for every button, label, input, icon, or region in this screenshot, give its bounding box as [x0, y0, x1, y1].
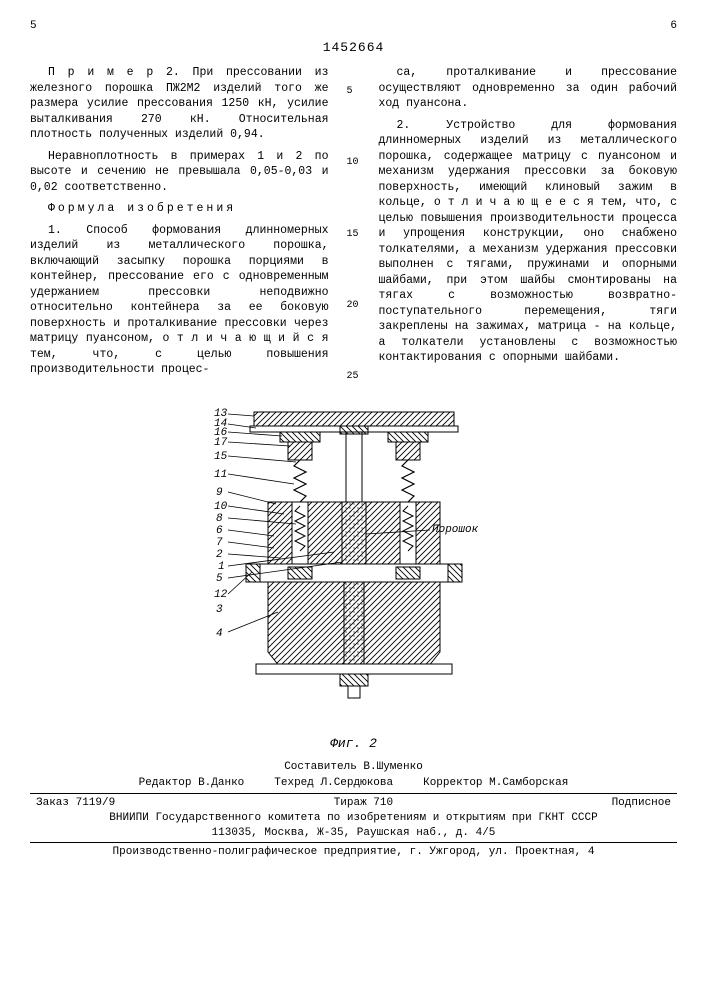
- density-note: Неравноплотность в примерах 1 и 2 по выс…: [30, 149, 329, 196]
- ln-10: 10: [347, 156, 361, 170]
- printer: Производственно-полиграфическое предприя…: [30, 846, 677, 858]
- ln-20: 20: [347, 299, 361, 313]
- co-17: 17: [214, 437, 228, 449]
- corrector: Корректор М.Самборская: [423, 777, 568, 789]
- right-column: са, проталкивание и прессование осуществ…: [379, 65, 678, 384]
- col-num-right: 6: [670, 20, 677, 32]
- co-7: 7: [216, 537, 223, 549]
- ln-25: 25: [347, 370, 361, 384]
- address: 113035, Москва, Ж-35, Раушская наб., д. …: [30, 827, 677, 839]
- patent-number: 1452664: [30, 40, 677, 55]
- press-diagram: 13 14 16 17 15 11 9 10 8 6 7 2 1 5 12 3 …: [184, 402, 524, 732]
- footer: Составитель В.Шуменко Редактор В.Данко Т…: [30, 761, 677, 858]
- techred: Техред Л.Сердюкова: [274, 777, 393, 789]
- editor: Редактор В.Данко: [139, 777, 245, 789]
- powder-label: Порошок: [432, 524, 479, 536]
- column-numbers: 5 6: [30, 20, 677, 32]
- claim-1: 1. Способ формования длинномерных издели…: [30, 223, 329, 378]
- co-2: 2: [216, 549, 223, 561]
- formula-title: Формула изобретения: [30, 201, 329, 217]
- co-8: 8: [216, 513, 223, 525]
- co-10: 10: [214, 501, 228, 513]
- co-11: 11: [214, 469, 227, 481]
- co-6: 6: [216, 525, 223, 537]
- figure-label: Фиг. 2: [30, 736, 677, 751]
- left-column: П р и м е р 2. При прессовании из железн…: [30, 65, 329, 384]
- claim-1-cont: са, проталкивание и прессование осуществ…: [379, 65, 678, 112]
- claim-2: 2. Устройство для формования длинномерны…: [379, 118, 678, 366]
- co-1: 1: [218, 561, 225, 573]
- col-num-left: 5: [30, 20, 37, 32]
- co-15: 15: [214, 451, 228, 463]
- tirazh: Тираж 710: [334, 797, 393, 809]
- co-9: 9: [216, 487, 223, 499]
- org: ВНИИПИ Государственного комитета по изоб…: [30, 812, 677, 824]
- co-5: 5: [216, 573, 223, 585]
- order: Заказ 7119/9: [36, 797, 115, 809]
- example-2: П р и м е р 2. При прессовании из железн…: [30, 65, 329, 143]
- subscription: Подписное: [612, 797, 671, 809]
- compiler: Составитель В.Шуменко: [284, 761, 423, 773]
- figure-2: 13 14 16 17 15 11 9 10 8 6 7 2 1 5 12 3 …: [30, 402, 677, 751]
- ln-15: 15: [347, 228, 361, 242]
- co-4: 4: [216, 628, 223, 640]
- ln-5: 5: [347, 85, 361, 99]
- svg-text:3: 3: [216, 604, 223, 616]
- co-12: 12: [214, 589, 228, 601]
- line-numbers: 5 10 15 20 25: [347, 65, 361, 384]
